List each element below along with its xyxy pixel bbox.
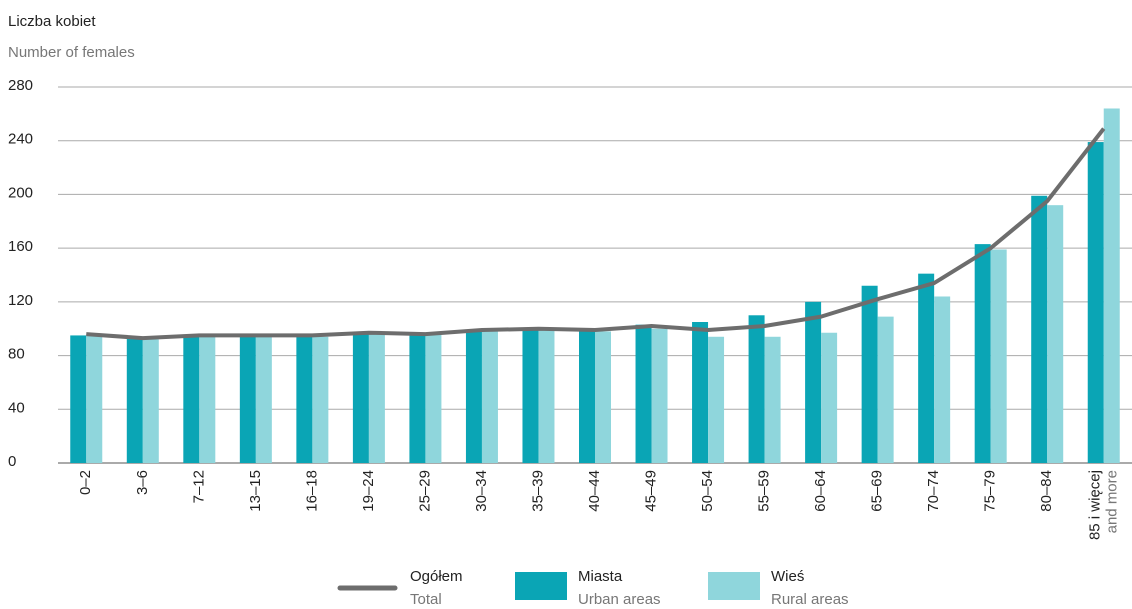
- bar: [522, 328, 539, 463]
- bar: [199, 336, 216, 463]
- x-tick-label: 7–12: [190, 470, 207, 503]
- bar: [368, 332, 385, 463]
- bar: [877, 316, 894, 463]
- bar: [635, 324, 652, 463]
- bar: [1087, 142, 1104, 464]
- bar: [579, 330, 595, 463]
- y-tick-label: 160: [8, 238, 33, 255]
- x-tick-label: 40–44: [586, 470, 603, 512]
- bar: [465, 330, 482, 463]
- y-tick-label: 120: [8, 292, 33, 309]
- legend-sublabel: Urban areas: [578, 591, 661, 608]
- x-tick-label: 70–74: [925, 470, 942, 512]
- legend-sublabel: Total: [410, 591, 442, 608]
- bar: [1047, 205, 1064, 463]
- bar: [255, 336, 272, 463]
- bar: [918, 273, 935, 463]
- legend-label: Miasta: [578, 568, 623, 585]
- bar: [974, 244, 991, 463]
- x-tick-label: 45–49: [642, 470, 659, 512]
- y-tick-label: 40: [8, 399, 25, 416]
- x-tick-label: 30–34: [473, 470, 490, 512]
- x-tick-label: 3–6: [134, 470, 151, 495]
- x-tick-label: and more: [1104, 470, 1121, 533]
- bar: [481, 328, 498, 463]
- legend-label: Wieś: [771, 568, 804, 585]
- x-tick-label: 35–39: [529, 470, 546, 512]
- legend-label: Ogółem: [410, 568, 463, 585]
- bar: [651, 328, 668, 463]
- y-tick-label: 240: [8, 131, 33, 148]
- bar: [821, 332, 838, 463]
- bar: [692, 322, 709, 463]
- line: [86, 127, 1106, 341]
- x-tick-label: 16–18: [303, 470, 320, 512]
- bar: [990, 249, 1007, 463]
- bar: [861, 285, 878, 463]
- bar: [86, 334, 103, 463]
- legend-sublabel: Rural areas: [771, 591, 849, 608]
- bar: [1031, 195, 1048, 463]
- bar: [425, 334, 442, 463]
- bar: [70, 335, 87, 463]
- bar: [1103, 108, 1120, 463]
- legend-swatch: [515, 572, 567, 600]
- bar: [805, 301, 822, 463]
- bar: [312, 336, 329, 463]
- bar: [708, 336, 725, 463]
- x-tick-label: 50–54: [699, 470, 716, 512]
- bar: [409, 334, 426, 463]
- bar: [748, 315, 765, 463]
- x-tick-label: 55–59: [756, 470, 773, 512]
- x-tick-label: 25–29: [416, 470, 433, 512]
- y-tick-label: 0: [8, 453, 16, 470]
- x-tick-label: 19–24: [360, 470, 377, 512]
- bar: [183, 335, 200, 463]
- x-tick-label: 75–79: [982, 470, 999, 512]
- bar: [239, 335, 256, 463]
- bar: [764, 336, 781, 463]
- y-tick-label: 80: [8, 346, 25, 363]
- x-tick-label: 60–64: [812, 470, 829, 512]
- y-axis-subtitle: Number of females: [8, 44, 135, 61]
- x-tick-label: 0–2: [77, 470, 94, 495]
- legend-swatch: [708, 572, 760, 600]
- bar: [142, 339, 159, 463]
- bar: [126, 338, 143, 463]
- x-tick-label: 65–69: [869, 470, 886, 512]
- bar: [595, 331, 611, 463]
- bar: [296, 335, 313, 463]
- bar: [352, 332, 369, 463]
- bar: [538, 328, 555, 463]
- x-tick-label: 80–84: [1038, 470, 1055, 512]
- x-tick-label: 13–15: [247, 470, 264, 512]
- y-tick-label: 200: [8, 184, 33, 201]
- y-tick-label: 280: [8, 77, 33, 94]
- bar: [934, 296, 951, 463]
- y-axis-title: Liczba kobiet: [8, 13, 96, 30]
- x-tick-label: 85 i więcej: [1087, 470, 1104, 540]
